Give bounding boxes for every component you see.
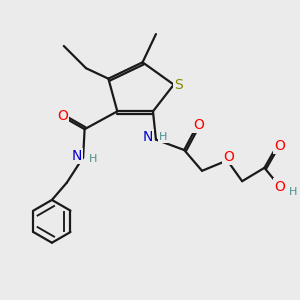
Text: N: N [142, 130, 153, 144]
Text: O: O [274, 139, 285, 152]
Text: H: H [89, 154, 98, 164]
Text: O: O [274, 180, 285, 194]
Text: O: O [57, 109, 68, 123]
Text: S: S [174, 78, 183, 92]
Text: H: H [289, 187, 297, 196]
Text: N: N [71, 149, 82, 163]
Text: O: O [194, 118, 205, 132]
Text: H: H [159, 132, 168, 142]
Text: O: O [223, 150, 234, 164]
